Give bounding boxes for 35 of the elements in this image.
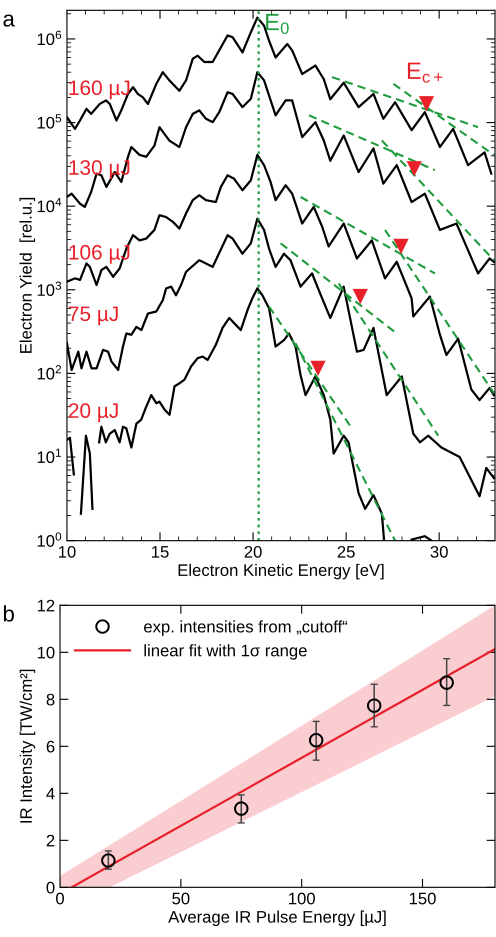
x-tick-label: 20 [244,546,262,558]
x-axis-title: Average IR Pulse Energy [µJ] [168,910,386,926]
x-axis-title: Electron Kinetic Energy [eV] [178,564,384,580]
y-tick-label: 10$^{5}$ [38,114,62,129]
y-tick-label: 8 [46,694,54,706]
y-tick-label: 2 [46,834,54,846]
x-tick-label: 15 [152,546,169,558]
y-tick-label: 10$^{6}$ [38,30,62,46]
y-tick-label: 10$^{2}$ [38,365,62,380]
chart-title: b [4,605,14,622]
x-tick-label: 150 [410,892,436,904]
y-tick-label: 4 [46,788,55,800]
x-tick-label: 30 [430,546,448,558]
y-tick-label: 10$^{0}$ [38,532,62,547]
series-label: 75 µJ [68,306,118,326]
y-tick-label: 0 [46,882,55,894]
x-tick-label: 25 [338,546,355,558]
annotation: E$_{c+}$ [408,62,442,83]
ref-line-label: E$_{0}$ [266,14,289,34]
series-label: 160 µJ [69,80,130,100]
legend-label: linear fit with 1σ range [144,644,307,660]
y-axis-title: IR Intensity [TW/cm²] [20,670,36,823]
chart-title: a [3,14,15,27]
y-tick-label: 6 [46,740,54,753]
y-axis-title: Electron Yield [rel.u.] [20,198,36,353]
x-tick-label: 10 [58,546,76,558]
series-label: 20 µJ [68,403,118,422]
y-tick-label: 10 [38,646,55,659]
y-tick-label: 10$^{1}$ [38,448,62,464]
x-tick-label: 50 [172,892,190,904]
y-tick-label: 12 [38,600,54,612]
x-tick-label: 100 [289,892,315,904]
legend-label: exp. intensities from „cutoff“ [144,620,348,636]
y-tick-label: 10$^{4}$ [38,198,62,212]
y-tick-label: 10$^{3}$ [38,282,62,296]
